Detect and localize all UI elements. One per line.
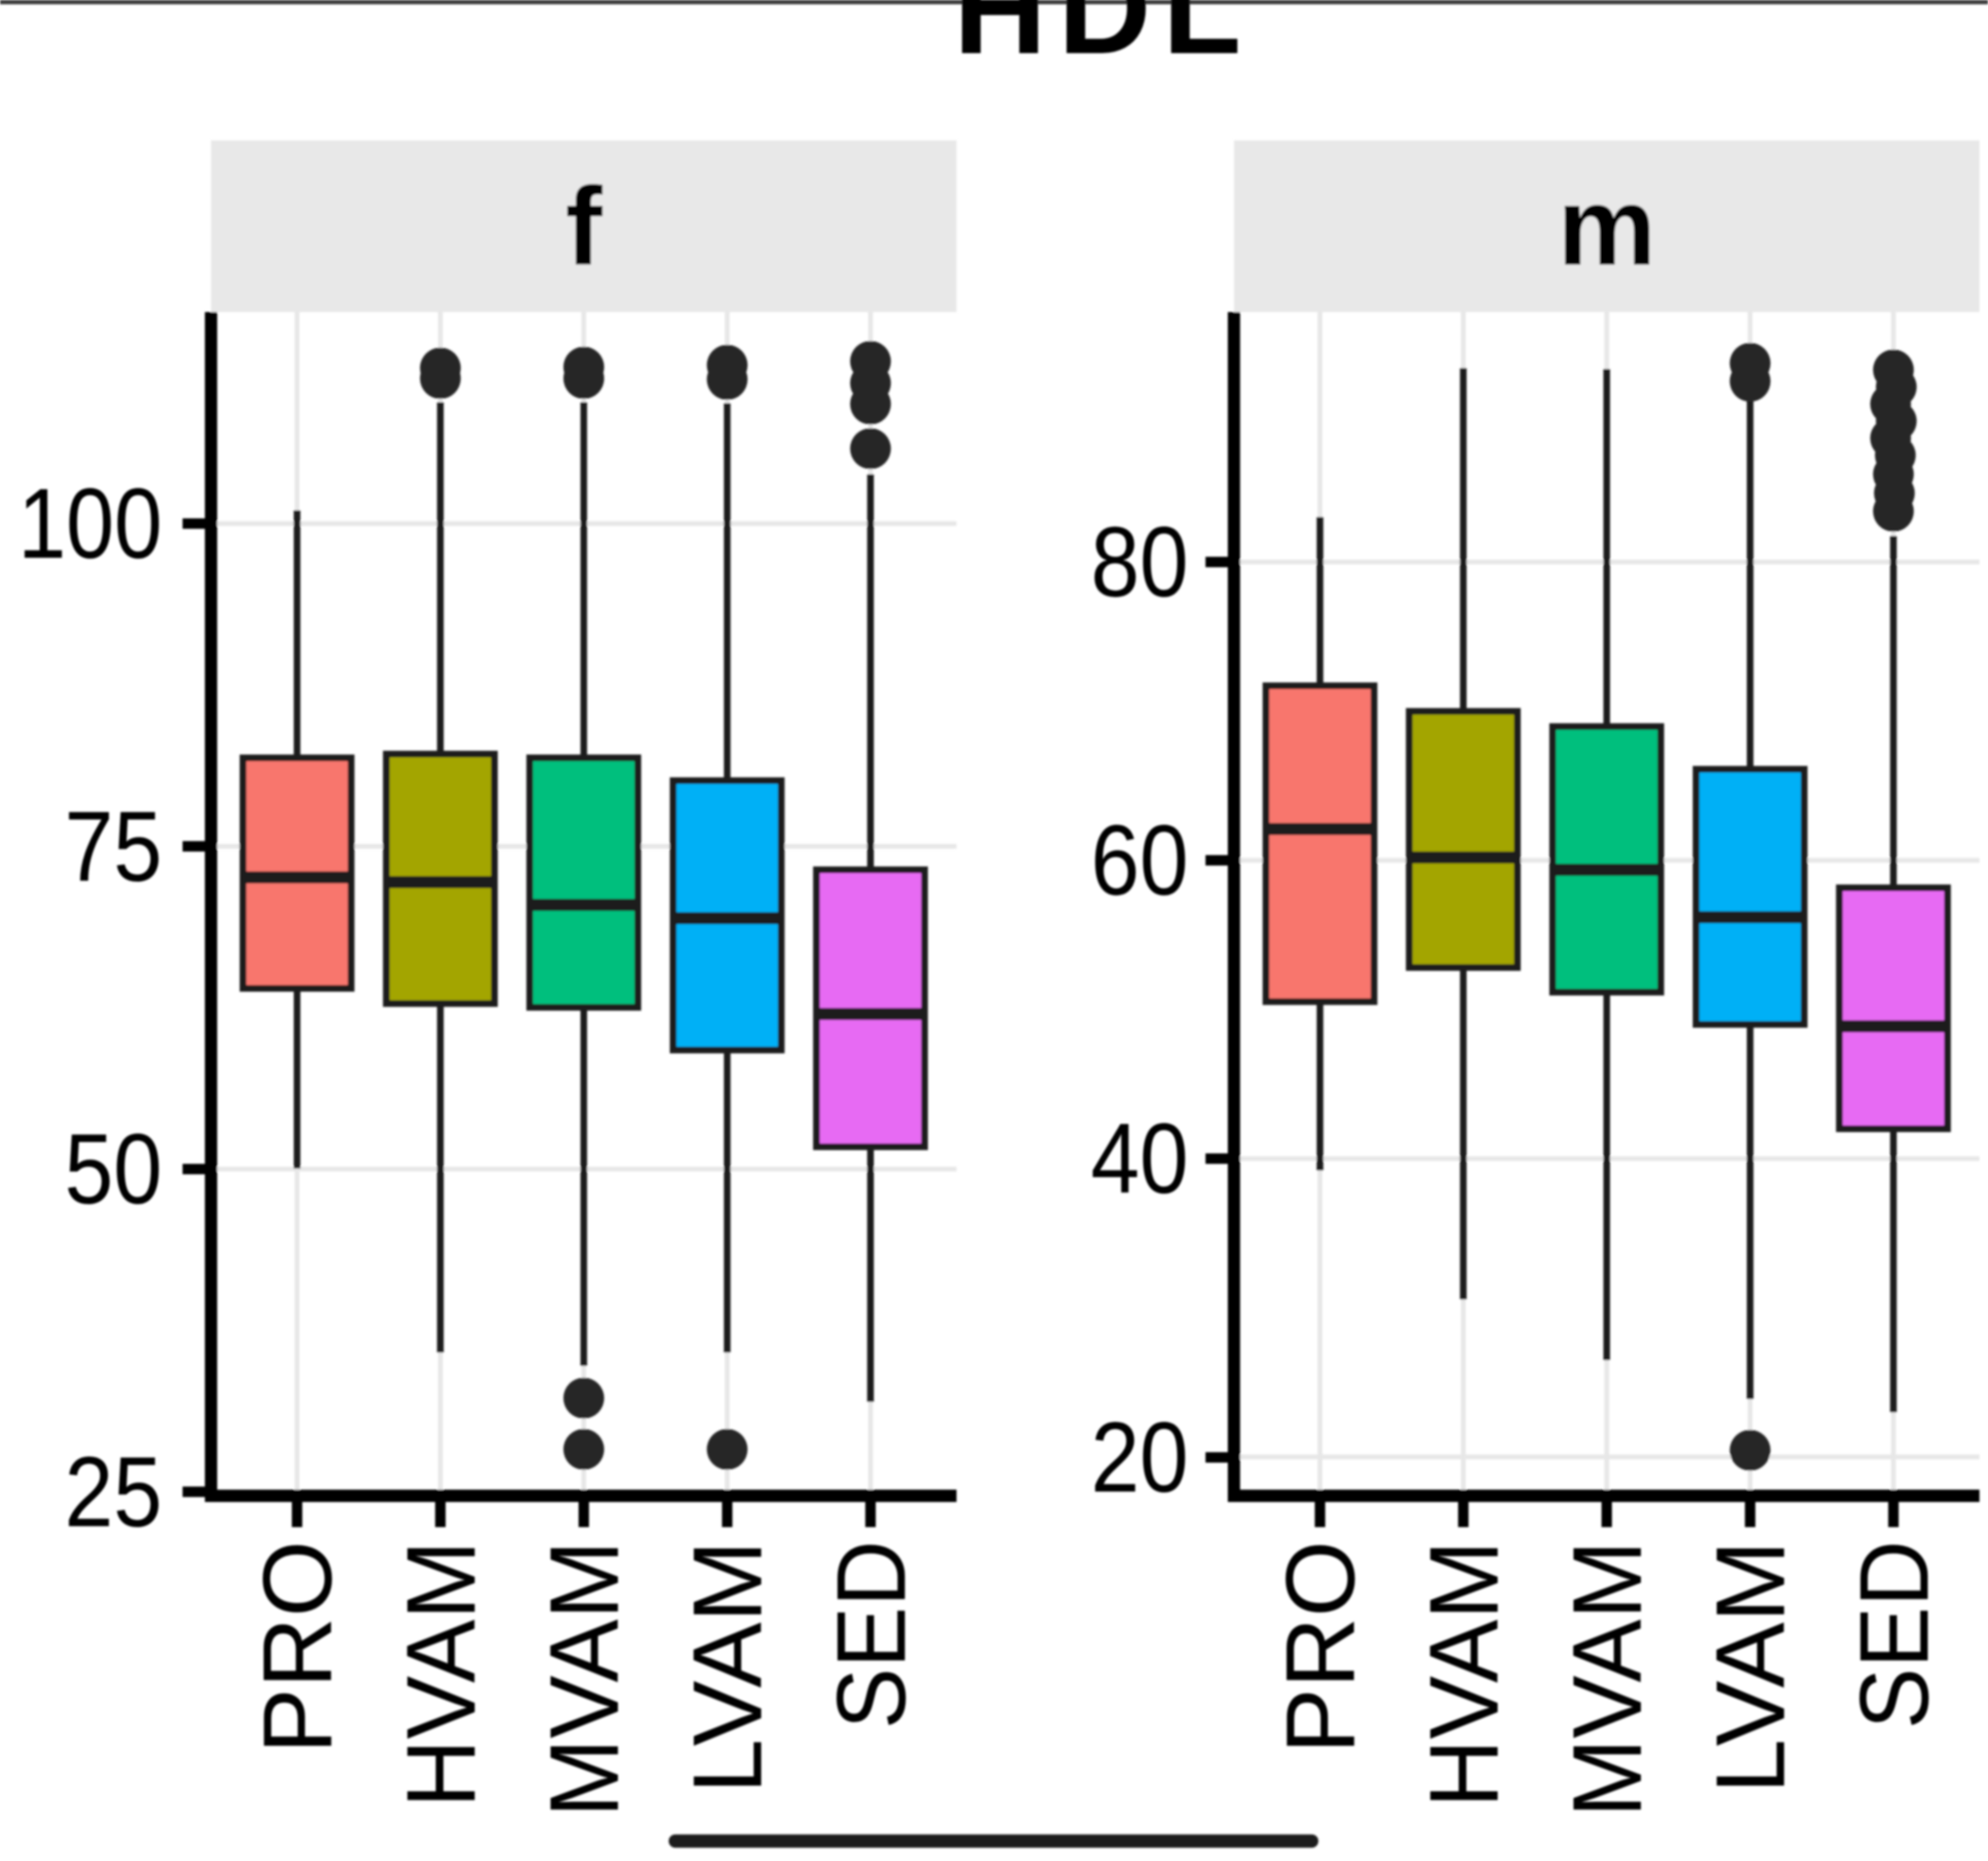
svg-text:m: m (1557, 164, 1656, 288)
svg-text:LVAM: LVAM (673, 1540, 782, 1794)
svg-text:100: 100 (18, 469, 162, 580)
svg-text:20: 20 (1091, 1403, 1188, 1514)
svg-text:SED: SED (1839, 1540, 1948, 1729)
svg-text:SED: SED (817, 1540, 926, 1729)
svg-text:80: 80 (1091, 507, 1188, 618)
svg-text:HVAM: HVAM (386, 1540, 495, 1808)
svg-text:25: 25 (64, 1437, 162, 1548)
svg-text:f: f (565, 164, 603, 288)
svg-text:LVAM: LVAM (1696, 1540, 1805, 1794)
svg-text:PRO: PRO (1266, 1540, 1375, 1754)
svg-text:50: 50 (64, 1115, 162, 1225)
svg-text:MVAM: MVAM (530, 1540, 639, 1817)
svg-text:MVAM: MVAM (1553, 1540, 1662, 1817)
svg-text:60: 60 (1091, 805, 1188, 916)
svg-text:75: 75 (64, 791, 162, 902)
svg-text:PRO: PRO (243, 1540, 352, 1754)
svg-text:HVAM: HVAM (1409, 1540, 1519, 1808)
svg-text:HDL: HDL (953, 0, 1253, 81)
svg-text:40: 40 (1091, 1104, 1188, 1215)
